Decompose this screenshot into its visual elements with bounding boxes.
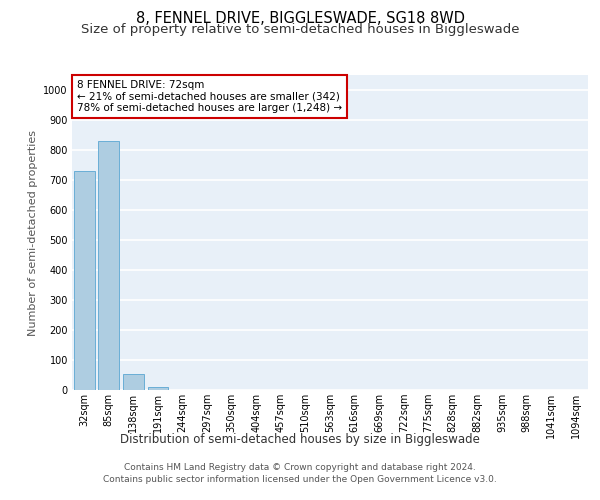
Text: Contains HM Land Registry data © Crown copyright and database right 2024.: Contains HM Land Registry data © Crown c… <box>124 464 476 472</box>
Y-axis label: Number of semi-detached properties: Number of semi-detached properties <box>28 130 38 336</box>
Bar <box>98 141 119 390</box>
Bar <box>148 387 169 390</box>
Text: Size of property relative to semi-detached houses in Biggleswade: Size of property relative to semi-detach… <box>81 22 519 36</box>
Text: Distribution of semi-detached houses by size in Biggleswade: Distribution of semi-detached houses by … <box>120 432 480 446</box>
Bar <box>123 374 144 390</box>
Bar <box>74 171 95 390</box>
Text: Contains public sector information licensed under the Open Government Licence v3: Contains public sector information licen… <box>103 475 497 484</box>
Text: 8, FENNEL DRIVE, BIGGLESWADE, SG18 8WD: 8, FENNEL DRIVE, BIGGLESWADE, SG18 8WD <box>136 11 464 26</box>
Text: 8 FENNEL DRIVE: 72sqm
← 21% of semi-detached houses are smaller (342)
78% of sem: 8 FENNEL DRIVE: 72sqm ← 21% of semi-deta… <box>77 80 342 113</box>
